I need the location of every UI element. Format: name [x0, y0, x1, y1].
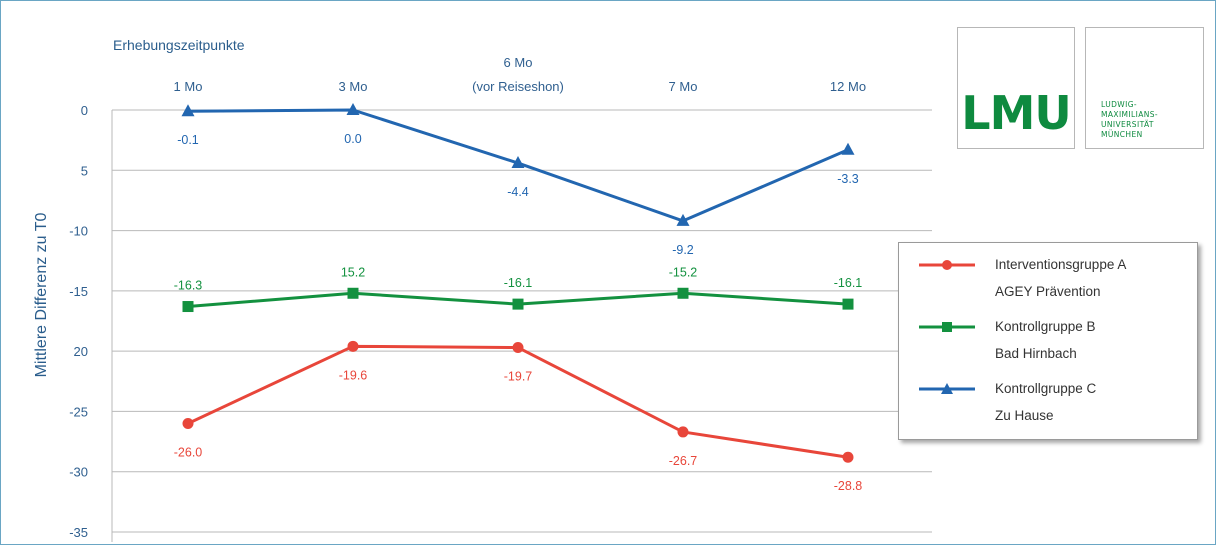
university-name-line-2: MAXIMILIANS-	[1101, 110, 1159, 119]
data-point	[182, 301, 194, 313]
x-tick-label: 3 Mo	[339, 79, 368, 94]
x-tick-label: 6 Mo	[504, 55, 533, 70]
data-label: -9.2	[672, 243, 694, 257]
x-tick-label: 7 Mo	[669, 79, 698, 94]
data-point	[347, 340, 359, 352]
data-point	[512, 342, 524, 354]
chart-legend: Interventionsgruppe A AGEY Prävention Ko…	[898, 242, 1198, 440]
data-label: -0.1	[177, 133, 199, 147]
legend-marker-red-circle	[919, 260, 975, 270]
data-point	[842, 298, 854, 310]
legend-label-line2: AGEY Prävention	[995, 284, 1101, 299]
legend-label-line1: Kontrollgruppe B	[995, 319, 1096, 334]
data-point	[842, 451, 854, 463]
university-name: LUDWIG- MAXIMILIANS- UNIVERSITÄT MÜNCHEN	[1085, 27, 1204, 149]
x-tick-label: 1 Mo	[174, 79, 203, 94]
y-tick-label: 5	[81, 163, 88, 178]
y-tick-label: -35	[69, 525, 88, 540]
y-tick-label: -15	[69, 284, 88, 299]
data-label: -19.7	[504, 370, 533, 384]
data-label: -26.0	[174, 445, 203, 459]
y-axis-title: Mittlere Differenz zu T0	[33, 213, 50, 378]
data-point	[347, 287, 359, 299]
y-tick-label: -25	[69, 404, 88, 419]
data-label: -28.8	[834, 479, 863, 493]
x-axis-title: Erhebungszeitpunkte	[113, 37, 245, 53]
data-point	[676, 213, 690, 226]
legend-marker-blue-triangle	[919, 383, 975, 394]
legend-marker-green-square	[919, 322, 975, 332]
data-label: -26.7	[669, 454, 698, 468]
data-label: -16.3	[174, 279, 203, 293]
legend-label-line2: Bad Hirnbach	[995, 346, 1077, 361]
data-point	[677, 287, 689, 299]
legend-label-line2: Zu Hause	[995, 408, 1054, 423]
data-label: 15.2	[341, 265, 365, 279]
y-tick-label: -10	[69, 224, 88, 239]
lmu-logo: LMU	[957, 27, 1075, 149]
data-point	[182, 417, 194, 429]
y-tick-label: 0	[81, 103, 88, 118]
data-label: -15.2	[669, 265, 698, 279]
y-tick-label: 20	[74, 344, 88, 359]
university-name-line-3: UNIVERSITÄT	[1101, 120, 1154, 129]
data-point	[511, 156, 525, 169]
data-label: -19.6	[339, 368, 368, 382]
data-point	[677, 426, 689, 438]
data-label: -3.3	[837, 172, 859, 186]
lmu-wordmark: LMU	[961, 86, 1071, 140]
data-point	[841, 142, 855, 155]
data-label: 0.0	[344, 132, 361, 146]
data-label: -16.1	[504, 276, 533, 290]
university-name-line-1: LUDWIG-	[1101, 100, 1138, 109]
y-tick-label: -30	[69, 465, 88, 480]
data-point	[512, 298, 524, 310]
data-label: -4.4	[507, 185, 529, 199]
data-label: -16.1	[834, 276, 863, 290]
university-name-line-4: MÜNCHEN	[1101, 130, 1143, 139]
x-tick-sublabel: (vor Reiseshon)	[472, 79, 564, 94]
data-point	[346, 103, 360, 115]
x-tick-label: 12 Mo	[830, 79, 866, 94]
legend-label-line1: Kontrollgruppe C	[995, 381, 1097, 396]
legend-label-line1: Interventionsgruppe A	[995, 257, 1127, 272]
data-point	[181, 104, 195, 117]
series-line	[187, 344, 849, 459]
